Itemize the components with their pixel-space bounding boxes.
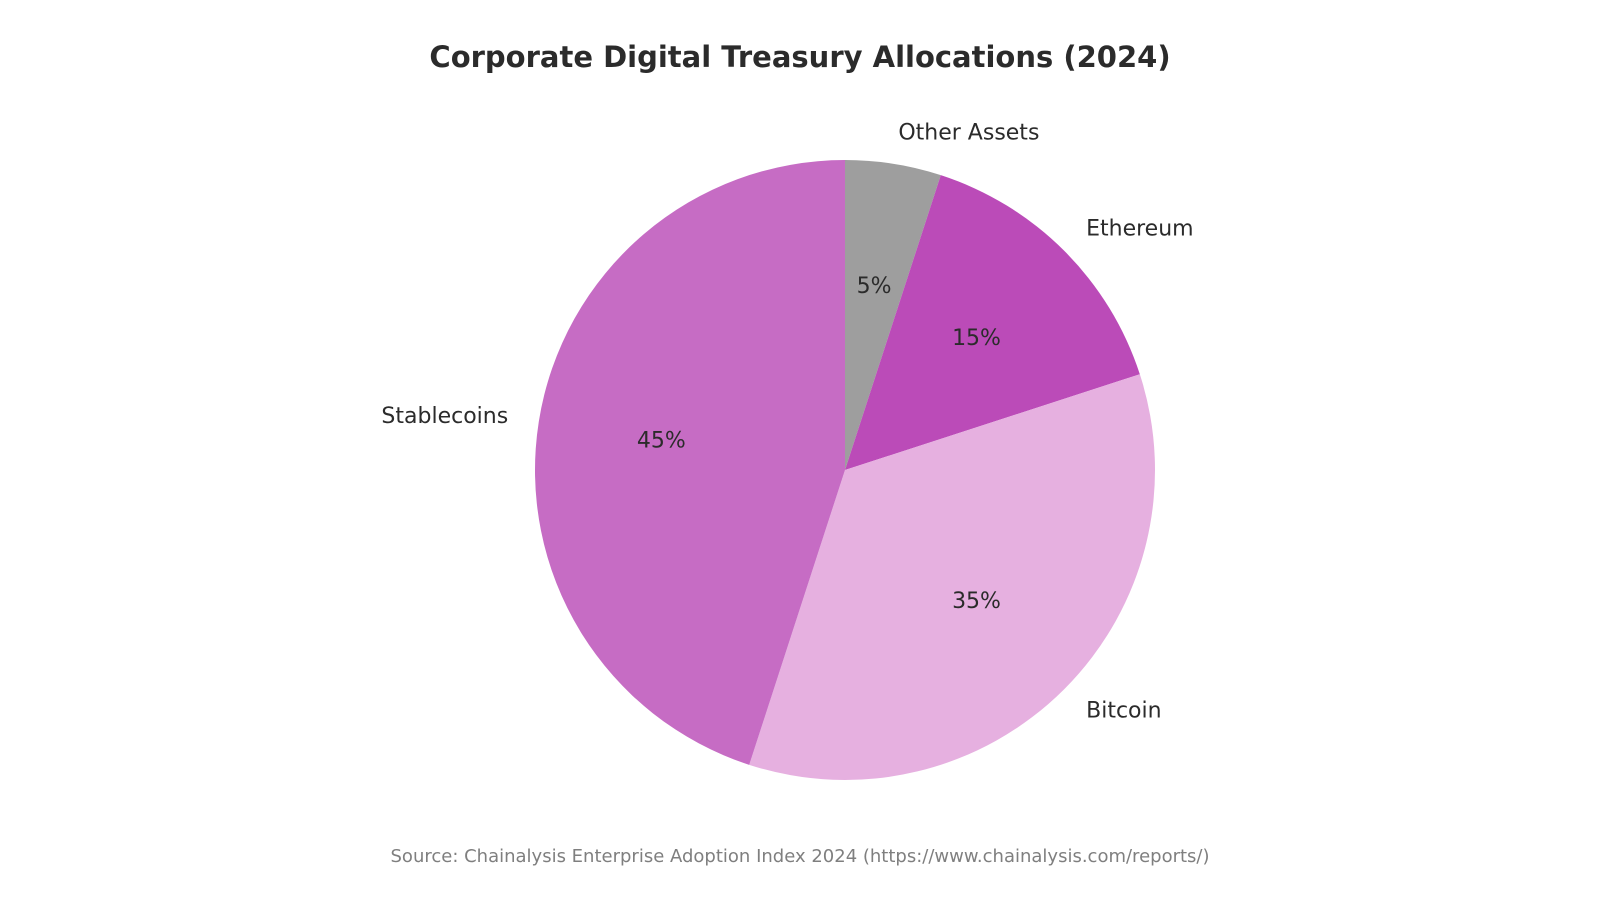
pie-slice-other-assets — [845, 160, 941, 470]
pie-value-label-bitcoin: 35% — [952, 589, 1001, 614]
source-note: Source: Chainalysis Enterprise Adoption … — [390, 846, 1210, 867]
pie-slice-bitcoin — [749, 374, 1155, 780]
pie-category-label-ethereum: Ethereum — [1086, 216, 1193, 241]
pie-value-label-stablecoins: 45% — [637, 428, 686, 453]
pie-category-label-stablecoins: Stablecoins — [381, 404, 508, 429]
pie-slice-stablecoins — [535, 160, 845, 765]
pie-slice-ethereum — [845, 175, 1140, 470]
pie-value-label-other-assets: 5% — [857, 274, 892, 299]
chart-title: Corporate Digital Treasury Allocations (… — [429, 40, 1171, 74]
pie-category-label-bitcoin: Bitcoin — [1086, 699, 1161, 724]
pie-category-label-other-assets: Other Assets — [898, 121, 1039, 146]
pie-value-label-ethereum: 15% — [952, 326, 1001, 351]
